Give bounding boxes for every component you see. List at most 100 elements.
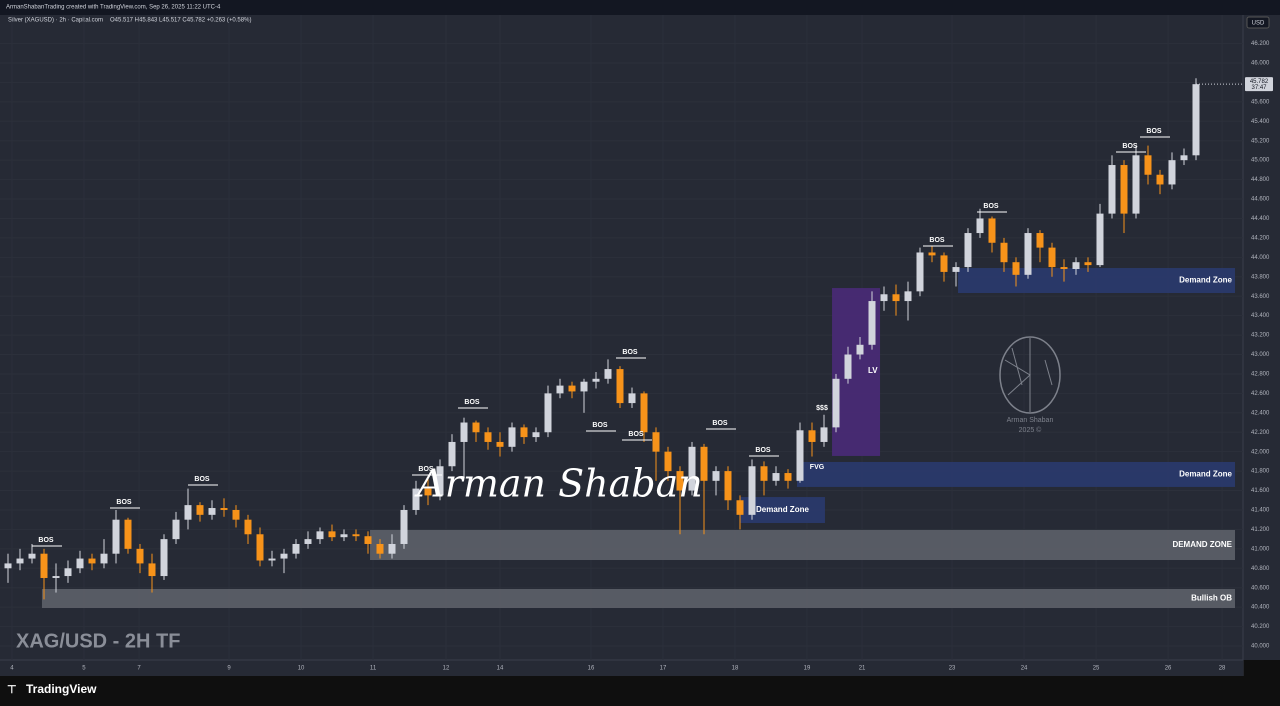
candle-body <box>856 344 864 355</box>
candle-body <box>676 471 684 491</box>
x-tick-label: 14 <box>497 666 504 672</box>
logo-name: Arman Shaban <box>1007 417 1054 424</box>
y-tick-label: 44.200 <box>1251 235 1270 241</box>
y-tick-label: 40.400 <box>1251 605 1270 611</box>
candle-body <box>508 427 516 447</box>
y-tick-label: 43.800 <box>1251 274 1270 280</box>
candle-body <box>328 531 336 538</box>
candle-body <box>28 553 36 559</box>
y-tick-label: 42.800 <box>1251 372 1270 378</box>
y-tick-label: 40.000 <box>1251 644 1270 650</box>
x-tick-label: 11 <box>370 666 377 672</box>
symbol: Silver (XAGUSD) · 2h · Capital.com <box>8 18 103 24</box>
candle-body <box>1048 247 1056 268</box>
y-tick-label: 42.200 <box>1251 430 1270 436</box>
zone-label: DEMAND ZONE <box>1172 540 1232 549</box>
x-tick-label: 19 <box>804 666 811 672</box>
candle-body <box>712 471 720 481</box>
annotation: BOS <box>712 420 728 427</box>
candle-body <box>916 252 924 292</box>
candle-body <box>616 369 624 404</box>
y-tick-label: 40.600 <box>1251 585 1270 591</box>
time-axis <box>0 660 1243 676</box>
candle-body <box>208 508 216 515</box>
y-tick-label: 40.200 <box>1251 624 1270 630</box>
candle-body <box>1072 262 1080 269</box>
logo-year: 2025 © <box>1019 426 1043 434</box>
candle-body <box>700 446 708 481</box>
candle-body <box>568 385 576 392</box>
x-tick-label: 17 <box>660 666 667 672</box>
candle-body <box>484 432 492 442</box>
x-tick-label: 10 <box>298 666 305 672</box>
last-price-box <box>1245 77 1273 92</box>
candle-body <box>556 385 564 394</box>
candle-body <box>808 430 816 442</box>
x-tick-label: 16 <box>588 666 595 672</box>
annotation: BOS <box>418 466 434 473</box>
zone-label: Demand Zone <box>1179 276 1232 285</box>
plot-area <box>0 15 1243 660</box>
currency-box[interactable] <box>1246 16 1270 29</box>
x-tick-label: 4 <box>10 666 14 672</box>
annotation: BOS <box>116 499 132 506</box>
y-tick-label: 42.400 <box>1251 410 1270 416</box>
candle-body <box>448 441 456 467</box>
y-tick-label: 44.800 <box>1251 177 1270 183</box>
x-tick-label: 23 <box>949 666 956 672</box>
candle-body <box>1036 233 1044 248</box>
annotation: BOS <box>755 447 771 454</box>
candle-body <box>148 563 156 577</box>
candle-body <box>220 508 228 510</box>
candle-body <box>412 488 420 510</box>
y-tick-label: 45.600 <box>1251 99 1270 105</box>
candle-body <box>496 441 504 447</box>
candle-body <box>940 255 948 272</box>
candle-body <box>736 500 744 515</box>
annotation: BOS <box>38 537 54 544</box>
candle-body <box>1180 155 1188 161</box>
y-tick-label: 42.000 <box>1251 449 1270 455</box>
chart-title: XAG/USD - 2H TF <box>16 630 180 652</box>
candle-body <box>748 466 756 515</box>
candle-body <box>292 543 300 554</box>
x-tick-label: 26 <box>1165 666 1172 672</box>
zone-label: Demand Zone <box>1179 470 1232 479</box>
candle-body <box>1000 242 1008 263</box>
x-tick-label: 25 <box>1093 666 1100 672</box>
candle-body <box>964 233 972 268</box>
logo: Arman Shaban 2025 © <box>999 336 1061 434</box>
candle-body <box>904 291 912 302</box>
candle-body <box>832 378 840 428</box>
candle-body <box>760 466 768 481</box>
zone <box>370 529 1235 561</box>
y-tick-label: 40.800 <box>1251 566 1270 572</box>
candle-body <box>580 381 588 392</box>
annotation: FVG <box>810 464 825 471</box>
candle-body <box>316 531 324 540</box>
ohlc: O45.517 H45.843 L45.517 C45.782 +0.263 (… <box>110 18 251 24</box>
candle-body <box>304 539 312 544</box>
candle-body <box>1084 262 1092 266</box>
candle-body <box>1096 213 1104 266</box>
candle-body <box>544 393 552 433</box>
candle-body <box>1060 267 1068 269</box>
candle-body <box>688 446 696 491</box>
annotation: BOS <box>983 203 999 210</box>
candle-body <box>232 509 240 520</box>
x-tick-label: 9 <box>227 666 231 672</box>
y-tick-label: 45.400 <box>1251 119 1270 125</box>
candle-body <box>1108 165 1116 214</box>
candle-body <box>352 534 360 537</box>
zone-label: Bullish OB <box>1191 594 1232 603</box>
y-tick-label: 44.400 <box>1251 216 1270 222</box>
y-tick-label: 43.600 <box>1251 294 1270 300</box>
y-tick-label: 41.400 <box>1251 508 1270 514</box>
bottom-bar <box>0 676 1280 706</box>
zone-label: LV <box>868 366 878 375</box>
candle-body <box>124 519 132 549</box>
candle-body <box>76 558 84 569</box>
candle-body <box>184 505 192 520</box>
